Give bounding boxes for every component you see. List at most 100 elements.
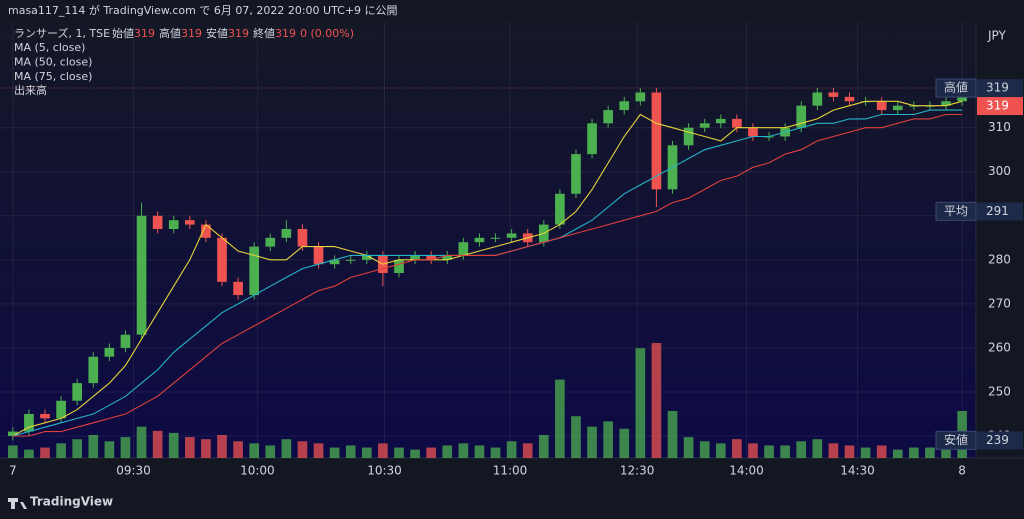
price-label-box <box>935 430 977 450</box>
ohlc-label: 終値 <box>253 26 275 40</box>
candle-body <box>233 281 243 296</box>
price-value: 239 <box>986 433 1009 447</box>
legend-entry: MA (5, close) <box>14 41 85 54</box>
volume-bar <box>522 443 533 458</box>
candle-body <box>8 431 18 436</box>
x-tick-label: 14:30 <box>840 464 875 478</box>
candle-body <box>265 237 276 247</box>
volume-bar <box>796 441 807 458</box>
ohlc-value: 319 <box>181 27 202 40</box>
candle-body <box>201 224 211 238</box>
currency: JPY <box>987 29 1007 43</box>
x-tick-label: 14:00 <box>729 464 764 478</box>
ohlc-value: 319 <box>275 27 296 40</box>
volume-bar <box>748 443 758 458</box>
candle-body <box>168 220 179 229</box>
volume-bar <box>651 343 662 458</box>
price-label-box <box>935 78 977 98</box>
volume-bar <box>249 443 260 458</box>
price-value: 319 <box>986 81 1009 95</box>
volume-bar <box>281 439 292 458</box>
y-tick-label: 260 <box>988 340 1011 354</box>
candle-body <box>281 228 292 238</box>
candle-body <box>329 259 340 265</box>
volume-bar <box>715 443 726 458</box>
volume-bar <box>909 447 919 458</box>
volume-bar <box>24 449 34 458</box>
volume-bar <box>136 426 147 458</box>
candle-body <box>490 237 501 239</box>
candle-body <box>587 123 597 155</box>
candle-body <box>297 228 308 247</box>
candle-body <box>104 347 115 357</box>
candle-body <box>345 259 356 261</box>
volume-bar <box>233 441 243 458</box>
ohlc-label: 安値 <box>206 26 228 40</box>
x-tick-label: 8 <box>958 464 966 478</box>
candle-body <box>651 92 662 190</box>
volume-bar <box>683 437 694 458</box>
volume-bar <box>378 443 388 458</box>
ohlc-value: 319 <box>228 27 249 40</box>
volume-bar <box>699 441 710 458</box>
candle-body <box>410 255 420 260</box>
candle-body <box>715 118 726 124</box>
candle-body <box>88 356 99 384</box>
volume-bar <box>732 439 742 458</box>
volume-bar <box>410 449 420 458</box>
candle-body <box>184 220 195 225</box>
volume-bar <box>474 445 485 458</box>
candle-body <box>136 215 147 335</box>
volume-bar <box>844 445 855 458</box>
x-tick-label: 7 <box>9 464 17 478</box>
candle-body <box>24 413 34 432</box>
volume-bar <box>56 443 66 458</box>
price-value-box <box>977 202 1023 221</box>
ohlc-legend: 始値319 高値319 安値319 終値319 0 (0.00%) <box>112 26 354 40</box>
x-tick-label: 11:00 <box>493 464 528 478</box>
candle-body <box>72 383 83 401</box>
candle-body <box>313 246 324 265</box>
candle-body <box>828 92 839 97</box>
last-price: 319 <box>986 99 1009 113</box>
y-tick-label: 300 <box>988 164 1011 178</box>
volume-label: 出来高 <box>14 83 47 97</box>
volume-bar <box>265 445 276 458</box>
ma-line <box>12 100 963 437</box>
volume-bar <box>72 439 83 458</box>
candle-body <box>603 110 613 124</box>
candle-body <box>394 259 404 274</box>
volume-bar <box>297 441 308 458</box>
volume-bar <box>892 449 903 458</box>
volume-bar <box>442 445 453 458</box>
candle-body <box>812 92 823 106</box>
ma-line <box>12 113 963 437</box>
candle-body <box>571 154 581 194</box>
candle-body <box>458 242 469 256</box>
candle-body <box>152 215 163 229</box>
volume-bar <box>538 435 549 458</box>
candle-body <box>442 255 453 260</box>
volume-bar <box>876 445 887 458</box>
volume-bar <box>860 447 871 458</box>
ohlc-label: 始値 <box>112 26 134 40</box>
price-value: 291 <box>986 204 1009 218</box>
x-tick-label: 09:30 <box>116 464 151 478</box>
volume-bar <box>152 430 163 458</box>
volume-bar <box>490 447 501 458</box>
volume-bar <box>104 441 115 458</box>
header: masa117_114 が TradingView.com で 6月 07, 2… <box>8 3 398 17</box>
price-value-box <box>977 431 1023 450</box>
volume-bar <box>394 447 404 458</box>
volume-bar <box>812 439 823 458</box>
candle-body <box>732 118 742 128</box>
candle-body <box>40 413 50 419</box>
candle-body <box>699 123 710 128</box>
plot-area <box>0 22 976 458</box>
volume-bar <box>120 437 131 458</box>
candle-body <box>56 400 66 419</box>
volume-bar <box>925 447 935 458</box>
volume-bar <box>587 426 597 458</box>
legend-entry: MA (50, close) <box>14 56 92 69</box>
